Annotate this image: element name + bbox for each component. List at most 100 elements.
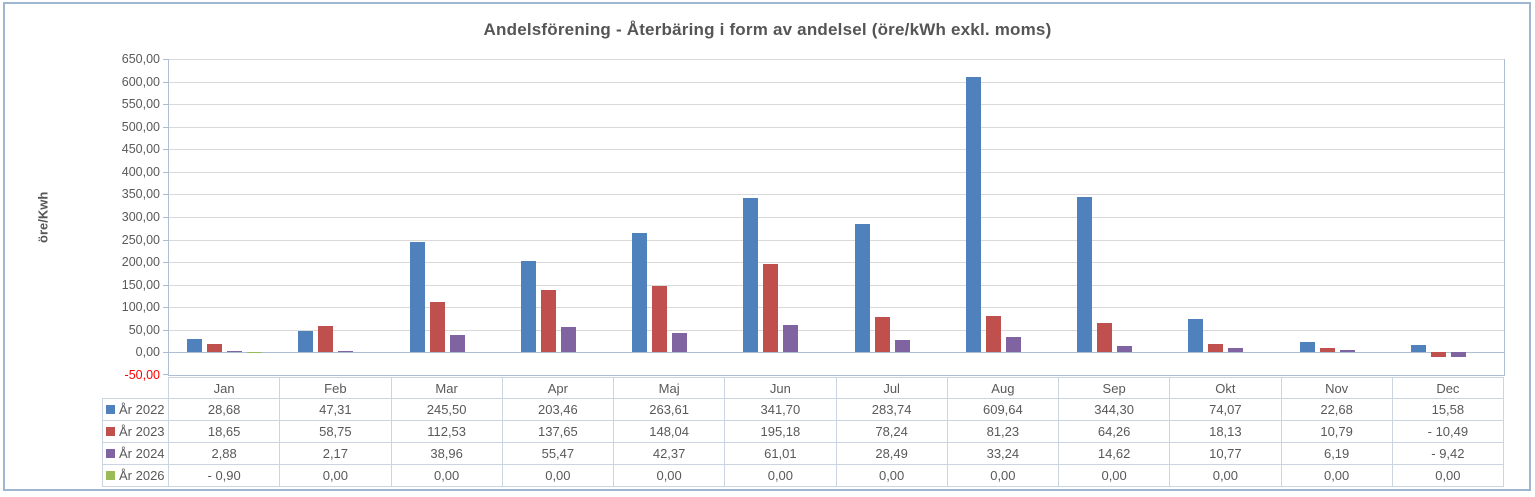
chart-bar: [227, 351, 243, 353]
chart-bar: [743, 198, 759, 353]
plot-area: [163, 59, 1505, 376]
value-cell: 42,37: [612, 442, 726, 465]
month-header: Maj: [612, 377, 726, 399]
value-cell: 18,65: [167, 420, 281, 443]
value-cell: 283,74: [835, 398, 948, 421]
chart-bar: [560, 327, 576, 353]
chart-bar: [1117, 345, 1133, 353]
gridline: [169, 171, 1504, 173]
chart-bar: [1077, 197, 1093, 353]
gridline: [169, 126, 1504, 128]
y-tick-label: 100,00: [121, 300, 160, 315]
chart-bar: [965, 77, 981, 353]
chart-bar: [449, 334, 465, 353]
value-cell: 0,00: [612, 464, 726, 487]
y-tick-label: 650,00: [121, 52, 160, 66]
value-cell: 609,64: [946, 398, 1060, 421]
bar-group-nov: [1282, 59, 1393, 375]
y-axis-tick: [163, 239, 169, 241]
value-cell: 0,00: [946, 464, 1060, 487]
chart-bar: [338, 351, 354, 353]
chart-bar: [874, 317, 890, 353]
value-cell: 33,24: [946, 442, 1060, 465]
value-cell: 81,23: [946, 420, 1060, 443]
y-axis-tick: [163, 217, 169, 218]
y-axis-tick: [163, 149, 169, 151]
month-header: Jun: [724, 377, 837, 399]
legend-swatch: [106, 427, 115, 436]
value-cell: 0,00: [835, 464, 948, 487]
value-cell: 245,50: [390, 398, 503, 421]
y-tick-label: 0,00: [135, 345, 160, 360]
month-header: Aug: [946, 377, 1060, 399]
value-cell: 18,13: [1169, 420, 1282, 443]
legend-swatch: [106, 471, 115, 480]
gridline: [169, 81, 1504, 83]
bar-group-jun: [725, 59, 836, 375]
y-axis-tick: [163, 59, 169, 60]
y-axis-tick: [163, 104, 169, 106]
value-cell: - 9,42: [1391, 442, 1505, 465]
chart-bar: [520, 260, 536, 353]
gridline: [169, 329, 1504, 331]
value-cell: 2,88: [167, 442, 281, 465]
y-axis-tick: [163, 126, 169, 128]
value-cell: 55,47: [501, 442, 615, 465]
y-tick-label: -50,00: [124, 368, 160, 382]
y-axis-tick: [163, 171, 169, 173]
chart-bar: [672, 333, 688, 353]
month-header: Apr: [501, 377, 615, 399]
legend-swatch: [106, 449, 115, 458]
legend-cell: År 2026: [102, 464, 169, 487]
y-tick-label: 350,00: [121, 187, 160, 202]
value-cell: 0,00: [724, 464, 837, 487]
chart-bar: [318, 325, 334, 353]
y-tick-label: 50,00: [128, 322, 160, 337]
value-cell: - 10,49: [1391, 420, 1505, 443]
month-header: Nov: [1280, 377, 1393, 399]
y-tick-label: 300,00: [121, 210, 160, 224]
value-cell: 15,58: [1391, 398, 1505, 421]
value-cell: 341,70: [724, 398, 837, 421]
value-cell: 2,17: [279, 442, 392, 465]
y-tick-label: 500,00: [121, 119, 160, 134]
y-axis-labels: 650,00 600,00 550,00 500,00 450,00 400,00 350,…: [0, 52, 160, 382]
legend-cell: År 2022: [102, 398, 169, 421]
legend-label: År 2023: [119, 424, 165, 439]
value-cell: 0,00: [1057, 464, 1171, 487]
y-axis-tick: [163, 262, 169, 264]
bar-group-dec: [1393, 59, 1504, 375]
value-cell: 28,49: [835, 442, 948, 465]
value-cell: 137,65: [501, 420, 615, 443]
bar-group-okt: [1170, 59, 1281, 375]
bar-group-aug: [948, 59, 1059, 375]
chart-bar: [187, 339, 203, 353]
gridline: [169, 149, 1504, 151]
chart-bar: [854, 224, 870, 353]
table-row: År 2022 28,68 47,31 245,50 203,46 263,61 341,7…: [102, 398, 1505, 421]
chart-bar: [1319, 347, 1335, 353]
value-cell: 6,19: [1280, 442, 1393, 465]
y-axis-tick: [163, 352, 169, 354]
chart-bar: [1450, 352, 1466, 357]
table-row: År 2024 2,88 2,17 38,96 55,47 42,37 61,01 28,49…: [102, 442, 1505, 465]
chart-bar: [783, 324, 799, 353]
value-cell: 0,00: [1280, 464, 1393, 487]
y-axis-tick: [163, 284, 169, 286]
chart-bar: [763, 264, 779, 353]
y-axis-tick: [163, 307, 169, 309]
y-tick-label: 450,00: [121, 142, 160, 157]
gridline: [169, 59, 1504, 60]
value-cell: - 0,90: [167, 464, 281, 487]
value-cell: 344,30: [1057, 398, 1171, 421]
value-cell: 38,96: [390, 442, 503, 465]
value-cell: 10,77: [1169, 442, 1282, 465]
value-cell: 10,79: [1280, 420, 1393, 443]
bar-group-apr: [503, 59, 614, 375]
chart-bar: [207, 344, 223, 353]
value-cell: 0,00: [1391, 464, 1505, 487]
value-cell: 28,68: [167, 398, 281, 421]
month-header: Feb: [279, 377, 392, 399]
value-cell: 58,75: [279, 420, 392, 443]
legend-label: År 2026: [119, 468, 165, 483]
